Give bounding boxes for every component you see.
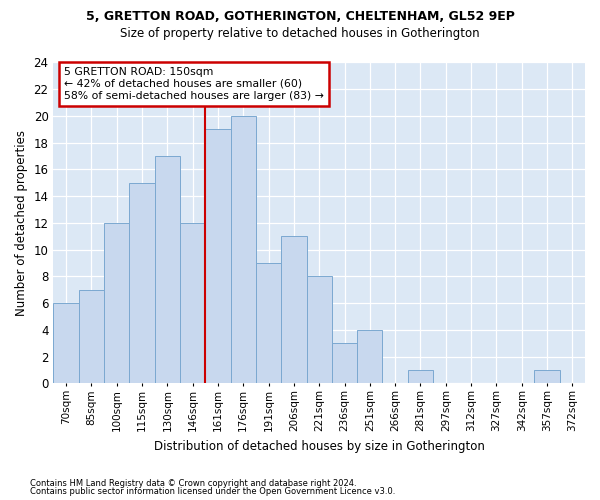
Text: Contains HM Land Registry data © Crown copyright and database right 2024.: Contains HM Land Registry data © Crown c… <box>30 478 356 488</box>
Bar <box>205 130 230 384</box>
Bar <box>104 223 130 384</box>
Bar <box>155 156 180 384</box>
Bar <box>307 276 332 384</box>
Bar <box>281 236 307 384</box>
Bar <box>357 330 382 384</box>
Bar <box>79 290 104 384</box>
Text: Size of property relative to detached houses in Gotherington: Size of property relative to detached ho… <box>120 28 480 40</box>
Y-axis label: Number of detached properties: Number of detached properties <box>15 130 28 316</box>
Bar <box>535 370 560 384</box>
Bar <box>408 370 433 384</box>
Bar <box>53 303 79 384</box>
Text: 5, GRETTON ROAD, GOTHERINGTON, CHELTENHAM, GL52 9EP: 5, GRETTON ROAD, GOTHERINGTON, CHELTENHA… <box>86 10 514 23</box>
Bar <box>180 223 205 384</box>
Bar <box>130 183 155 384</box>
X-axis label: Distribution of detached houses by size in Gotherington: Distribution of detached houses by size … <box>154 440 485 452</box>
Text: Contains public sector information licensed under the Open Government Licence v3: Contains public sector information licen… <box>30 487 395 496</box>
Bar <box>332 344 357 384</box>
Bar <box>230 116 256 384</box>
Text: 5 GRETTON ROAD: 150sqm
← 42% of detached houses are smaller (60)
58% of semi-det: 5 GRETTON ROAD: 150sqm ← 42% of detached… <box>64 68 324 100</box>
Bar <box>256 263 281 384</box>
